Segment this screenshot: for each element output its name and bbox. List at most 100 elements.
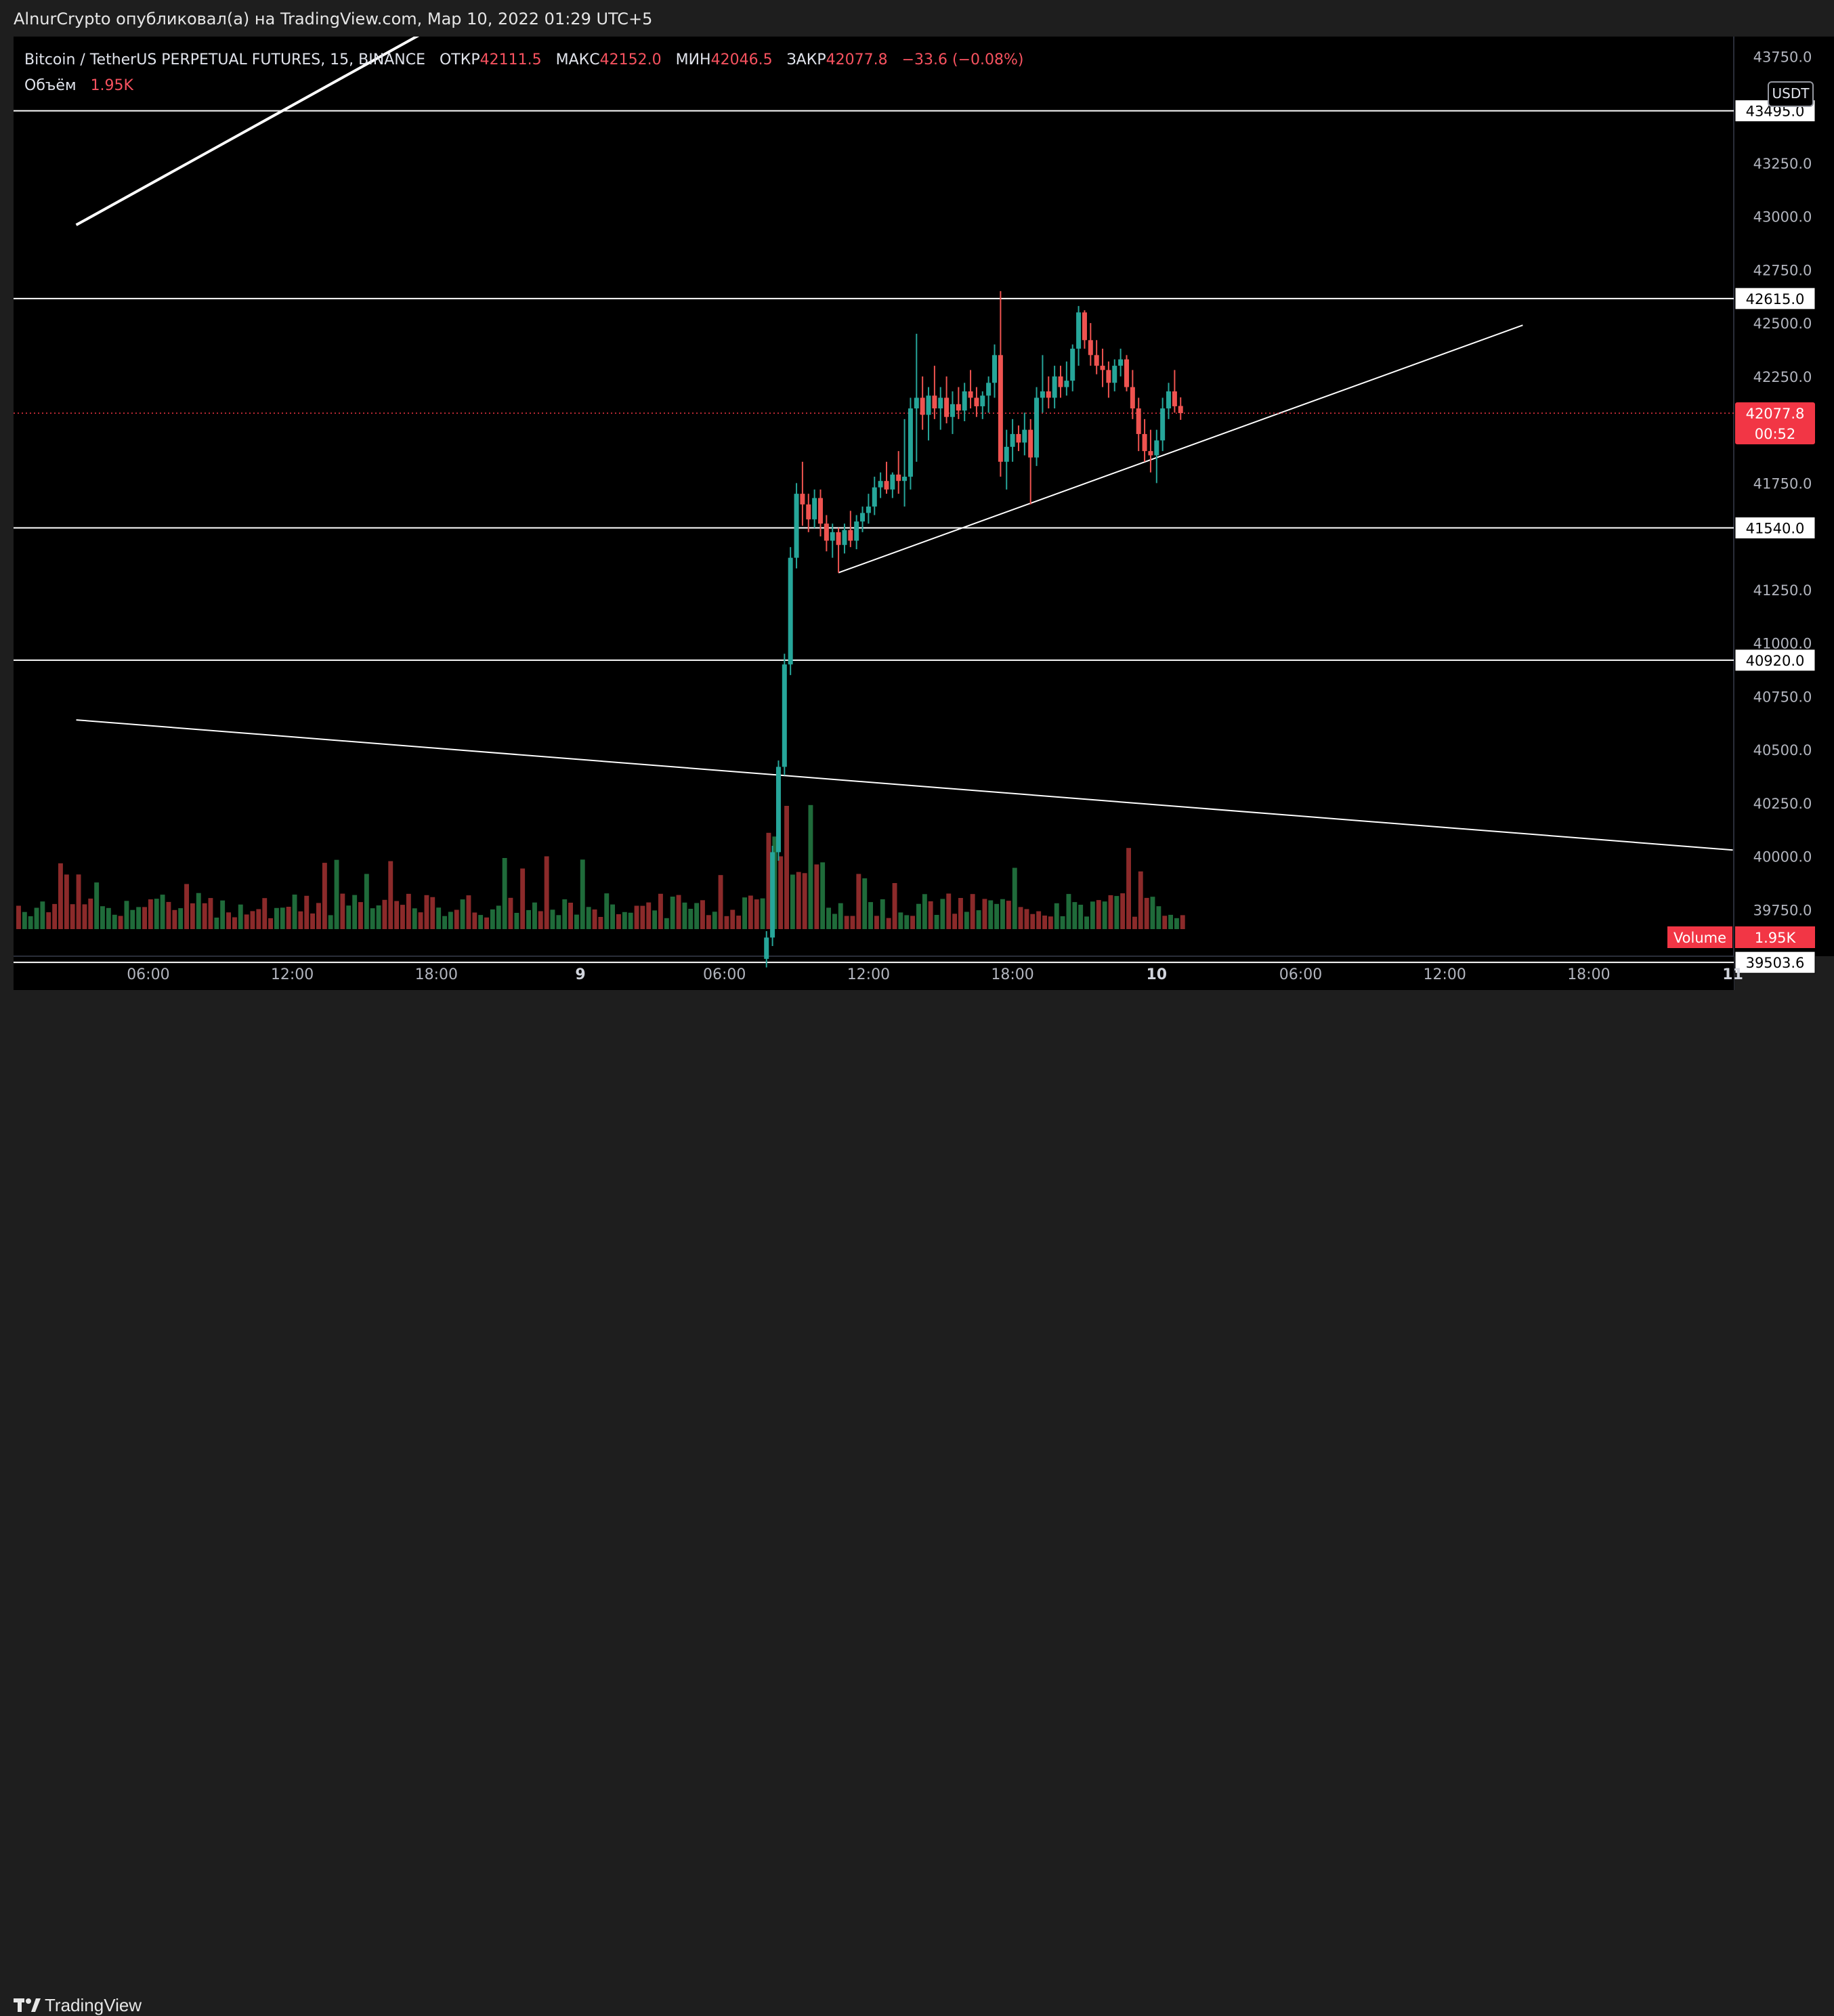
volume-bar: [280, 907, 285, 929]
candle-body: [1064, 381, 1069, 387]
volume-bar: [58, 863, 63, 929]
horizontal-level-label: 40920.0: [1746, 653, 1805, 669]
volume-bar: [862, 878, 868, 929]
volume-bar: [328, 915, 333, 929]
candle-body: [884, 481, 889, 490]
volume-bar: [1000, 899, 1005, 929]
price-tick-label: 40750.0: [1753, 689, 1812, 705]
candle-body: [1112, 366, 1117, 383]
volume-bar: [712, 912, 717, 929]
volume-bar: [562, 899, 568, 929]
volume-bar: [1042, 916, 1047, 929]
footer-bar: TradingView: [0, 990, 1834, 2015]
candle-body: [1142, 433, 1147, 452]
volume-bar: [664, 918, 669, 929]
legend-high-label: МАКС: [555, 51, 600, 68]
volume-bar: [142, 907, 147, 929]
volume-bar: [1090, 901, 1095, 929]
volume-bar: [898, 912, 903, 929]
volume-bar: [1018, 907, 1023, 929]
legend-high: 42152.0: [599, 51, 662, 68]
current-price-tag: [1735, 402, 1815, 445]
legend-volume-label[interactable]: Объём: [24, 77, 77, 94]
volume-bar: [1072, 902, 1078, 929]
time-ticks: 06:00 12:00 18:00 9 06:00 12:00 18:00 10 06:00 12…: [127, 966, 1743, 983]
volume-bar: [388, 861, 393, 929]
volume-bar: [886, 918, 891, 929]
volume-bar: [1138, 871, 1143, 929]
volume-bar: [418, 912, 423, 929]
volume-bar: [190, 903, 195, 929]
volume-bar: [88, 898, 93, 929]
candle-body: [818, 498, 823, 524]
volume-bar: [478, 915, 484, 929]
candle-body: [902, 476, 908, 481]
legend-close: 42077.8: [826, 51, 888, 68]
volume-bars: [16, 805, 1185, 929]
price-scale-background[interactable]: [1734, 37, 1834, 956]
volume-bar: [748, 895, 753, 929]
volume-bar: [628, 912, 633, 929]
volume-bar: [202, 903, 207, 929]
volume-bar: [1114, 896, 1119, 929]
volume-bar: [196, 893, 201, 929]
volume-bar: [580, 859, 585, 929]
volume-bar: [514, 913, 519, 929]
volume-bar: [892, 883, 897, 929]
volume-bar: [1108, 895, 1113, 929]
volume-bar: [1156, 906, 1161, 929]
volume-bar: [430, 897, 435, 929]
volume-bar: [208, 898, 213, 929]
volume-bar: [226, 912, 231, 929]
volume-bar: [304, 895, 310, 929]
candle-body: [950, 404, 955, 417]
legend-close-label: ЗАКР: [786, 51, 826, 68]
volume-bar: [946, 893, 952, 929]
volume-bar: [16, 905, 21, 929]
volume-bar: [412, 908, 417, 929]
volume-bar: [502, 858, 507, 929]
candle-body: [1076, 312, 1082, 349]
price-tick-label: 40250.0: [1753, 796, 1812, 812]
volume-bar: [52, 903, 58, 929]
volume-bar: [544, 856, 549, 929]
volume-bar: [652, 910, 658, 929]
volume-value-label: 1.95K: [1755, 930, 1797, 946]
candle-body: [956, 404, 961, 411]
volume-bar: [808, 805, 813, 929]
volume-bar: [106, 907, 111, 929]
volume-bar: [802, 873, 807, 929]
volume-bar: [616, 914, 621, 929]
volume-bar: [982, 899, 987, 929]
volume-bar: [394, 901, 400, 929]
volume-bar: [778, 856, 784, 929]
volume-bar: [646, 902, 652, 929]
volume-bar: [466, 895, 471, 929]
chart-area[interactable]: 43495.0 42615.0 41540.0 40920.0 39503.6 4375…: [14, 0, 1834, 990]
candle-body: [830, 532, 835, 541]
time-tick-label: 06:00: [127, 966, 169, 983]
horizontal-level-tag: [1734, 951, 1816, 974]
volume-bar: [1030, 914, 1036, 929]
legend-symbol[interactable]: Bitcoin / TetherUS PERPETUAL FUTURES, 15…: [24, 51, 425, 68]
candle-body: [986, 383, 991, 396]
tradingview-logo[interactable]: TradingView: [14, 1995, 142, 2016]
volume-bar: [598, 917, 603, 929]
candle-body: [782, 664, 787, 767]
volume-bar: [688, 909, 694, 929]
volume-bar: [364, 874, 369, 929]
volume-bar: [988, 900, 994, 929]
volume-bar: [796, 872, 801, 929]
currency-badge[interactable]: USDT: [1768, 81, 1814, 107]
candle-body: [992, 355, 998, 383]
volume-bar: [64, 874, 69, 929]
volume-bar: [550, 909, 555, 929]
volume-bar: [520, 868, 526, 929]
time-tick-label: 12:00: [1423, 966, 1466, 983]
candle-body: [1160, 408, 1166, 441]
volume-bar: [232, 917, 237, 929]
candle-body: [962, 391, 967, 411]
volume-name-label: Volume: [1673, 930, 1726, 946]
